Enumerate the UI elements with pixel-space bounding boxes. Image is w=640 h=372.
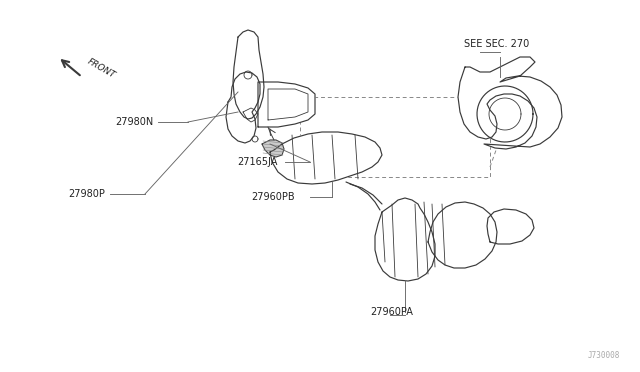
Polygon shape	[226, 72, 260, 143]
Polygon shape	[428, 202, 497, 268]
Text: 27980N: 27980N	[115, 117, 153, 127]
Polygon shape	[458, 57, 562, 149]
Text: SEE SEC. 270: SEE SEC. 270	[465, 39, 530, 49]
Text: 27980P: 27980P	[68, 189, 105, 199]
Polygon shape	[270, 132, 382, 184]
Text: 27960PB: 27960PB	[252, 192, 295, 202]
Polygon shape	[268, 89, 308, 120]
Text: J730008: J730008	[588, 351, 620, 360]
Polygon shape	[258, 82, 315, 127]
Text: 27165JA: 27165JA	[237, 157, 278, 167]
Polygon shape	[233, 30, 264, 119]
Text: 27960PA: 27960PA	[370, 307, 413, 317]
Polygon shape	[243, 108, 258, 122]
Polygon shape	[487, 209, 534, 244]
Text: FRONT: FRONT	[86, 57, 117, 80]
Polygon shape	[477, 86, 533, 142]
Polygon shape	[262, 140, 284, 157]
Polygon shape	[375, 198, 435, 281]
